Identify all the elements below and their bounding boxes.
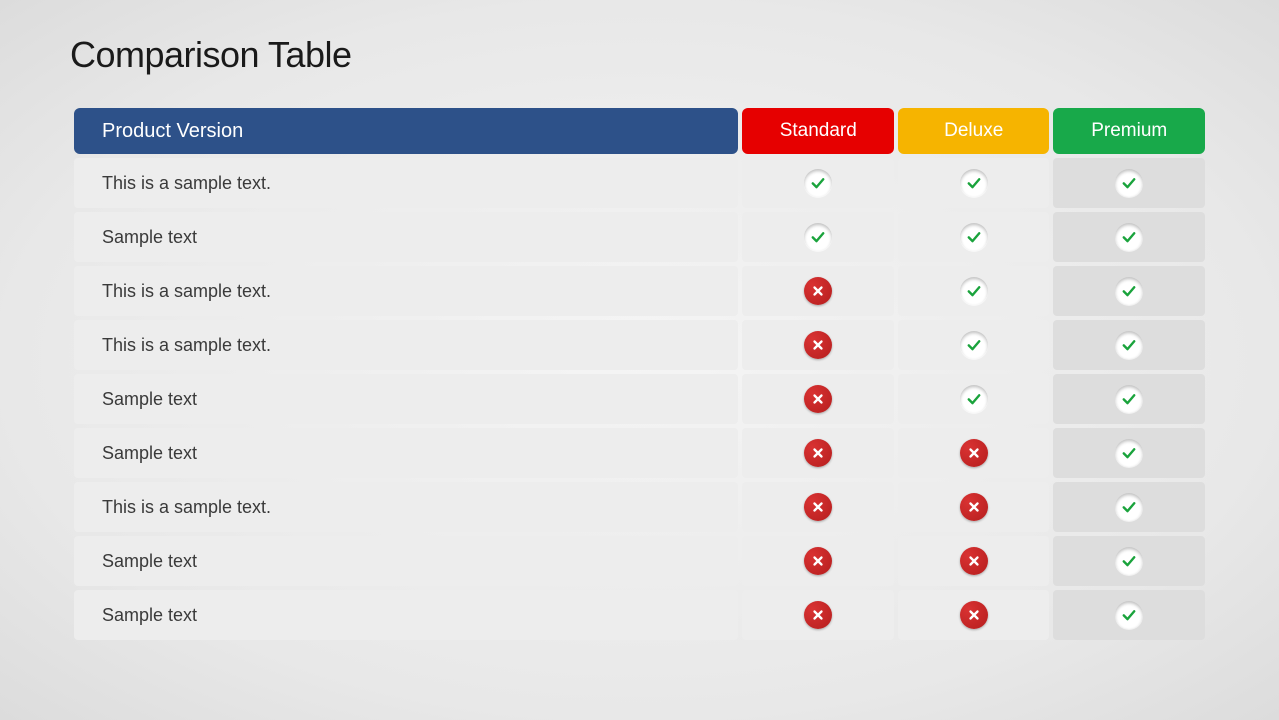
check-icon xyxy=(1115,385,1143,413)
feature-cell: Sample text xyxy=(74,374,738,424)
check-icon xyxy=(804,223,832,251)
premium-cell xyxy=(1053,320,1205,370)
premium-cell xyxy=(1053,482,1205,532)
header-premium: Premium xyxy=(1053,108,1205,154)
header-deluxe: Deluxe xyxy=(898,108,1049,154)
premium-cell xyxy=(1053,212,1205,262)
check-icon xyxy=(960,169,988,197)
check-icon xyxy=(1115,493,1143,521)
table-row: This is a sample text. xyxy=(74,320,1205,370)
feature-cell: This is a sample text. xyxy=(74,158,738,208)
table-row: Sample text xyxy=(74,536,1205,586)
cross-icon xyxy=(804,277,832,305)
deluxe-cell xyxy=(898,482,1049,532)
comparison-table: Product Version Standard Deluxe Premium … xyxy=(70,104,1209,644)
check-icon xyxy=(804,169,832,197)
cross-icon xyxy=(804,385,832,413)
deluxe-cell xyxy=(898,428,1049,478)
table-row: Sample text xyxy=(74,428,1205,478)
check-icon xyxy=(1115,223,1143,251)
check-icon xyxy=(1115,331,1143,359)
table-row: This is a sample text. xyxy=(74,482,1205,532)
check-icon xyxy=(1115,547,1143,575)
deluxe-cell xyxy=(898,590,1049,640)
feature-cell: This is a sample text. xyxy=(74,266,738,316)
check-icon xyxy=(960,331,988,359)
cross-icon xyxy=(804,439,832,467)
cross-icon xyxy=(804,547,832,575)
feature-cell: Sample text xyxy=(74,536,738,586)
premium-cell xyxy=(1053,158,1205,208)
feature-cell: Sample text xyxy=(74,212,738,262)
standard-cell xyxy=(742,212,894,262)
table-row: Sample text xyxy=(74,374,1205,424)
page-title: Comparison Table xyxy=(70,34,1209,76)
table-row: This is a sample text. xyxy=(74,158,1205,208)
check-icon xyxy=(1115,439,1143,467)
cross-icon xyxy=(960,601,988,629)
check-icon xyxy=(960,223,988,251)
standard-cell xyxy=(742,374,894,424)
deluxe-cell xyxy=(898,374,1049,424)
cross-icon xyxy=(804,331,832,359)
standard-cell xyxy=(742,320,894,370)
feature-cell: Sample text xyxy=(74,428,738,478)
deluxe-cell xyxy=(898,158,1049,208)
check-icon xyxy=(960,277,988,305)
standard-cell xyxy=(742,590,894,640)
premium-cell xyxy=(1053,590,1205,640)
premium-cell xyxy=(1053,536,1205,586)
standard-cell xyxy=(742,482,894,532)
standard-cell xyxy=(742,158,894,208)
standard-cell xyxy=(742,536,894,586)
deluxe-cell xyxy=(898,266,1049,316)
feature-cell: This is a sample text. xyxy=(74,320,738,370)
premium-cell xyxy=(1053,428,1205,478)
header-standard: Standard xyxy=(742,108,894,154)
feature-cell: Sample text xyxy=(74,590,738,640)
table-row: Sample text xyxy=(74,212,1205,262)
premium-cell xyxy=(1053,374,1205,424)
feature-cell: This is a sample text. xyxy=(74,482,738,532)
deluxe-cell xyxy=(898,212,1049,262)
standard-cell xyxy=(742,428,894,478)
table-header-row: Product Version Standard Deluxe Premium xyxy=(74,108,1205,154)
cross-icon xyxy=(960,547,988,575)
standard-cell xyxy=(742,266,894,316)
premium-cell xyxy=(1053,266,1205,316)
cross-icon xyxy=(960,439,988,467)
header-feature: Product Version xyxy=(74,108,738,154)
deluxe-cell xyxy=(898,536,1049,586)
table-row: This is a sample text. xyxy=(74,266,1205,316)
cross-icon xyxy=(804,601,832,629)
check-icon xyxy=(1115,601,1143,629)
cross-icon xyxy=(960,493,988,521)
deluxe-cell xyxy=(898,320,1049,370)
check-icon xyxy=(1115,169,1143,197)
cross-icon xyxy=(804,493,832,521)
table-row: Sample text xyxy=(74,590,1205,640)
check-icon xyxy=(1115,277,1143,305)
check-icon xyxy=(960,385,988,413)
